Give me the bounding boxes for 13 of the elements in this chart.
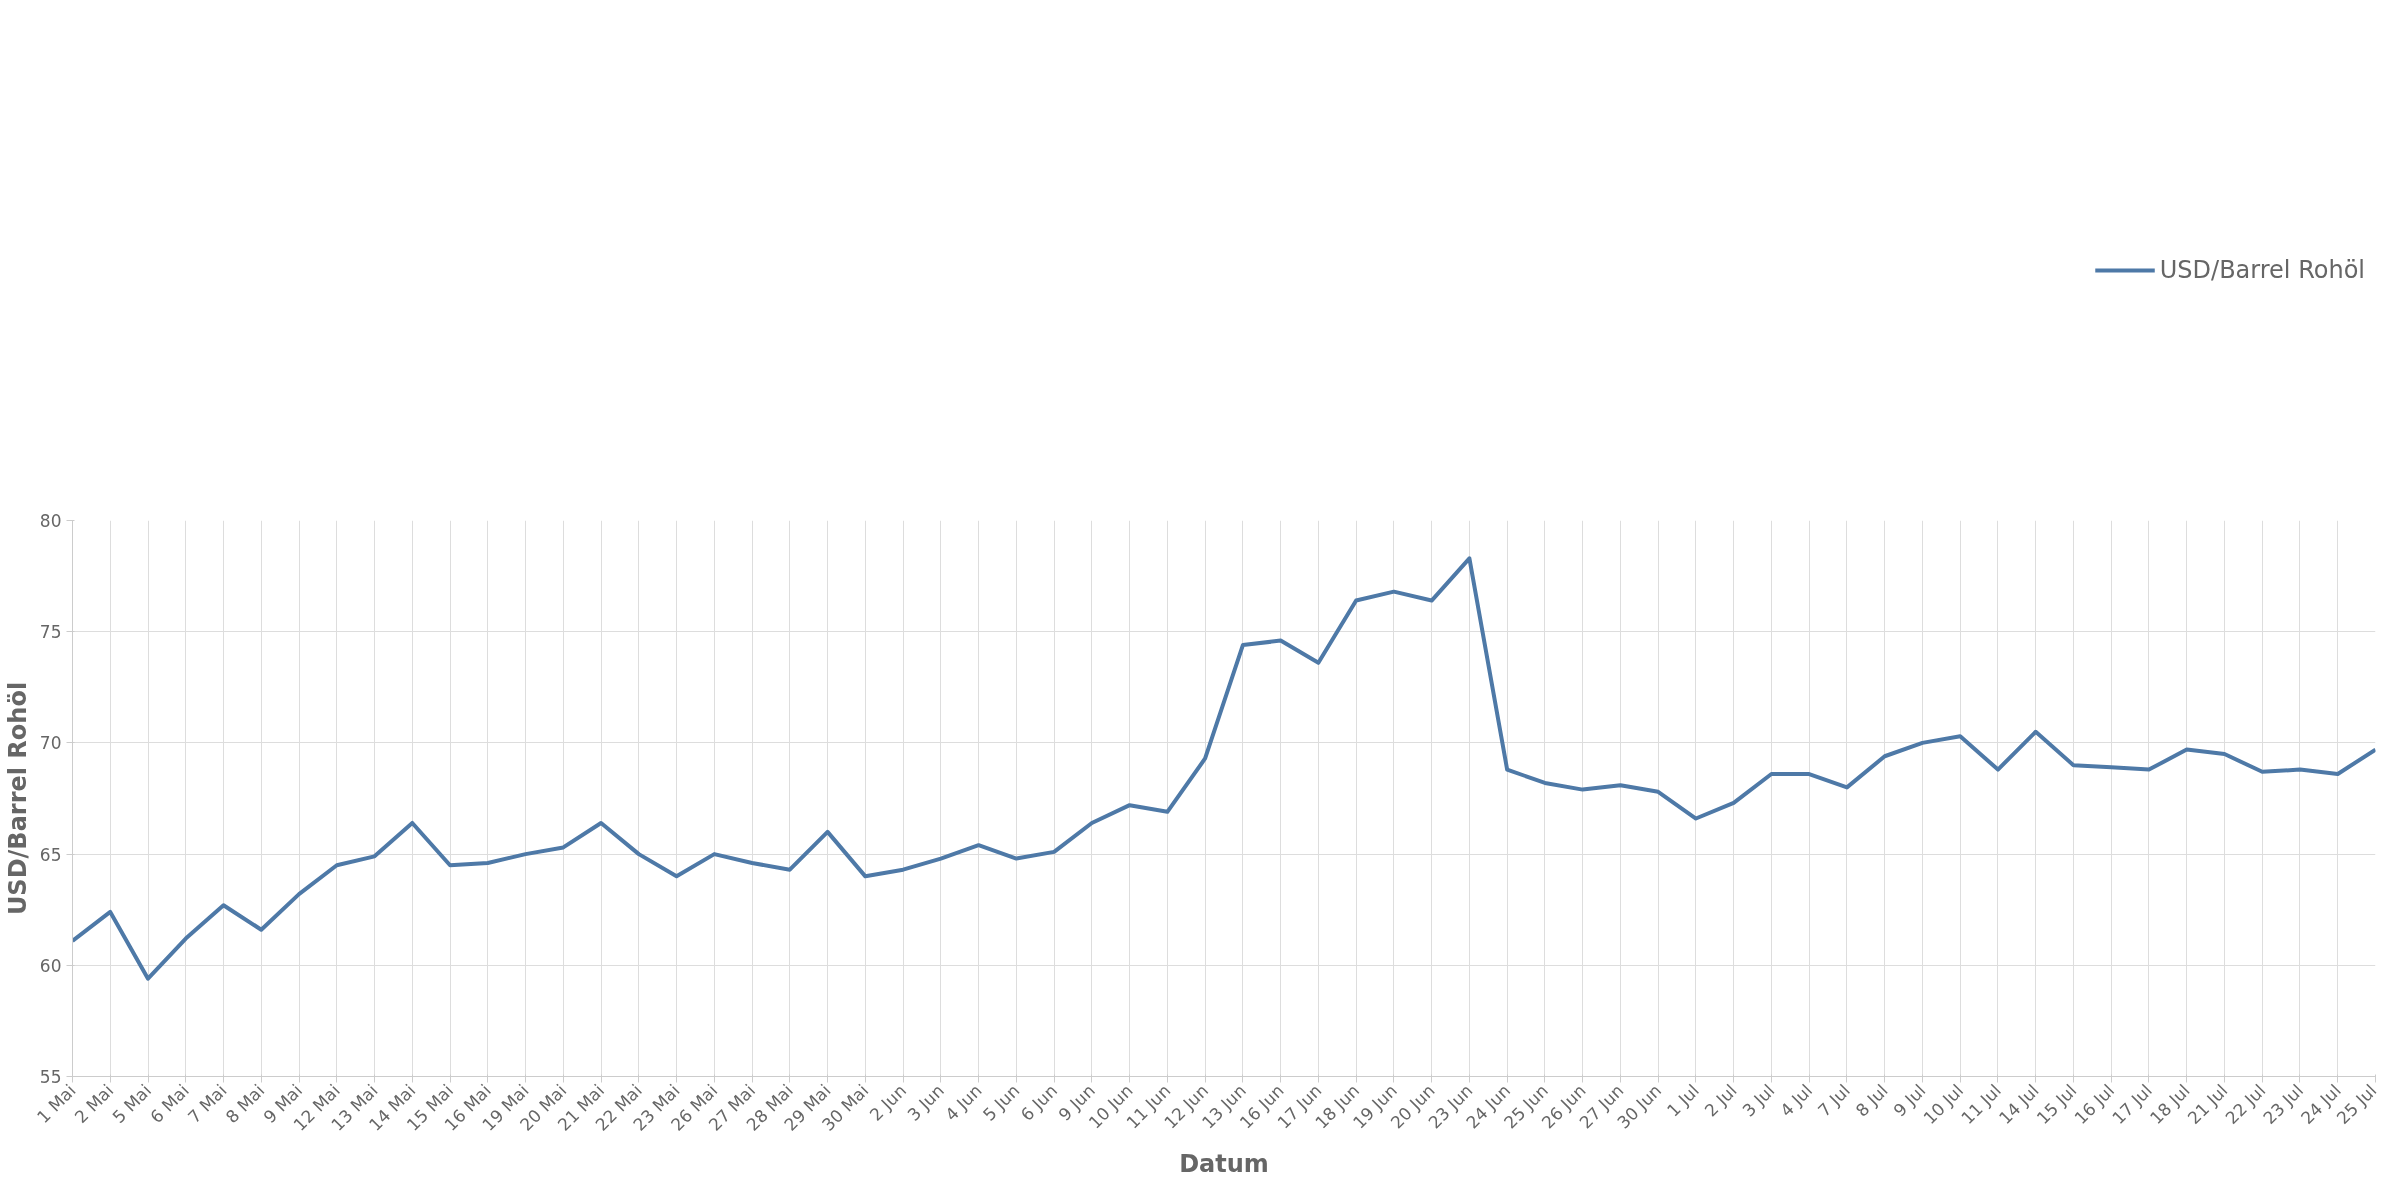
x-axis-title: Datum xyxy=(1179,1149,1269,1178)
y-tick-label: 75 xyxy=(39,622,62,643)
y-tick-label: 65 xyxy=(39,844,62,865)
y-tick-label: 60 xyxy=(39,955,62,976)
legend-label: USD/Barrel Rohöl xyxy=(2159,256,2365,284)
y-axis-title: USD/Barrel Rohöl xyxy=(3,681,32,916)
line-series xyxy=(72,556,2376,981)
x-tick-label: 2 Jul xyxy=(1700,1080,1741,1121)
y-tick-label: 80 xyxy=(39,511,62,531)
y-tick-label: 70 xyxy=(39,733,62,754)
x-tick-label: 1 Jul xyxy=(1662,1080,1703,1121)
x-tick-label: 3 Jul xyxy=(1738,1080,1779,1121)
y-tick-label: 55 xyxy=(39,1067,62,1087)
